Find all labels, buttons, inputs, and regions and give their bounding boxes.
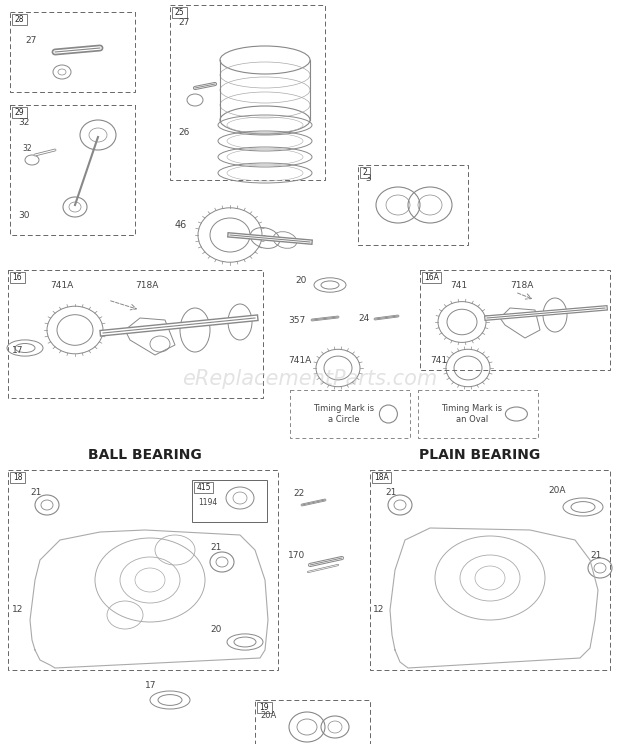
Text: 27: 27 bbox=[25, 36, 37, 45]
Text: 21: 21 bbox=[590, 551, 601, 559]
Text: 16A: 16A bbox=[424, 273, 439, 282]
Text: BALL BEARING: BALL BEARING bbox=[88, 448, 202, 462]
Bar bbox=[358, 165, 468, 245]
Text: 24: 24 bbox=[358, 313, 370, 322]
Text: 415: 415 bbox=[197, 483, 211, 492]
Text: 21: 21 bbox=[210, 544, 221, 553]
Text: 1194: 1194 bbox=[198, 498, 217, 507]
Text: 741A: 741A bbox=[50, 280, 73, 289]
Text: 3: 3 bbox=[365, 173, 371, 182]
Text: 28: 28 bbox=[15, 15, 24, 24]
Text: 19: 19 bbox=[260, 703, 269, 712]
Text: 18A: 18A bbox=[374, 473, 389, 482]
Bar bbox=[418, 390, 538, 438]
Text: Timing Mark is: Timing Mark is bbox=[441, 404, 503, 413]
Text: 718A: 718A bbox=[135, 280, 158, 289]
FancyBboxPatch shape bbox=[372, 472, 391, 483]
Text: an Oval: an Oval bbox=[456, 415, 488, 424]
Text: 22: 22 bbox=[293, 489, 304, 498]
FancyBboxPatch shape bbox=[10, 272, 25, 283]
Text: 2: 2 bbox=[363, 168, 368, 177]
Text: 16: 16 bbox=[12, 273, 22, 282]
Text: PLAIN BEARING: PLAIN BEARING bbox=[419, 448, 541, 462]
FancyBboxPatch shape bbox=[360, 167, 371, 178]
Text: 12: 12 bbox=[373, 606, 384, 615]
Text: 12: 12 bbox=[12, 606, 24, 615]
Text: 46: 46 bbox=[175, 220, 187, 230]
FancyBboxPatch shape bbox=[194, 482, 213, 493]
Bar bbox=[192, 480, 267, 522]
Text: 741: 741 bbox=[430, 356, 447, 365]
Text: 26: 26 bbox=[178, 127, 189, 136]
Bar bbox=[170, 5, 325, 180]
FancyBboxPatch shape bbox=[10, 472, 25, 483]
Text: 357: 357 bbox=[288, 315, 305, 324]
Bar bbox=[255, 700, 370, 744]
FancyBboxPatch shape bbox=[12, 14, 27, 25]
Text: 18: 18 bbox=[13, 473, 22, 482]
Text: 32: 32 bbox=[18, 118, 29, 126]
Text: Timing Mark is: Timing Mark is bbox=[314, 404, 374, 413]
Text: 20: 20 bbox=[295, 275, 306, 284]
Text: 741: 741 bbox=[450, 280, 467, 289]
Text: 27: 27 bbox=[178, 18, 189, 27]
Bar bbox=[8, 470, 278, 670]
Text: 17: 17 bbox=[145, 682, 156, 690]
Text: 17: 17 bbox=[12, 345, 24, 354]
Bar bbox=[370, 470, 610, 670]
FancyBboxPatch shape bbox=[12, 107, 27, 118]
Bar bbox=[10, 105, 135, 235]
Text: a Circle: a Circle bbox=[328, 415, 360, 424]
Text: 25: 25 bbox=[175, 8, 184, 17]
Bar bbox=[420, 270, 610, 370]
Text: 170: 170 bbox=[288, 551, 305, 559]
Text: 20A: 20A bbox=[260, 711, 277, 720]
Bar bbox=[10, 12, 135, 92]
FancyBboxPatch shape bbox=[422, 272, 441, 283]
Text: 30: 30 bbox=[18, 211, 30, 219]
Text: 21: 21 bbox=[385, 487, 396, 496]
Text: 29: 29 bbox=[15, 108, 24, 117]
Text: 21: 21 bbox=[30, 487, 42, 496]
Bar bbox=[290, 390, 410, 438]
Text: 32: 32 bbox=[22, 144, 32, 153]
Text: 741A: 741A bbox=[288, 356, 311, 365]
Text: eReplacementParts.com: eReplacementParts.com bbox=[182, 370, 438, 389]
Bar bbox=[8, 270, 263, 398]
Text: 718A: 718A bbox=[510, 280, 533, 289]
Text: 20A: 20A bbox=[548, 486, 565, 495]
FancyBboxPatch shape bbox=[172, 7, 187, 18]
FancyBboxPatch shape bbox=[257, 702, 272, 713]
Text: 20: 20 bbox=[210, 626, 221, 635]
